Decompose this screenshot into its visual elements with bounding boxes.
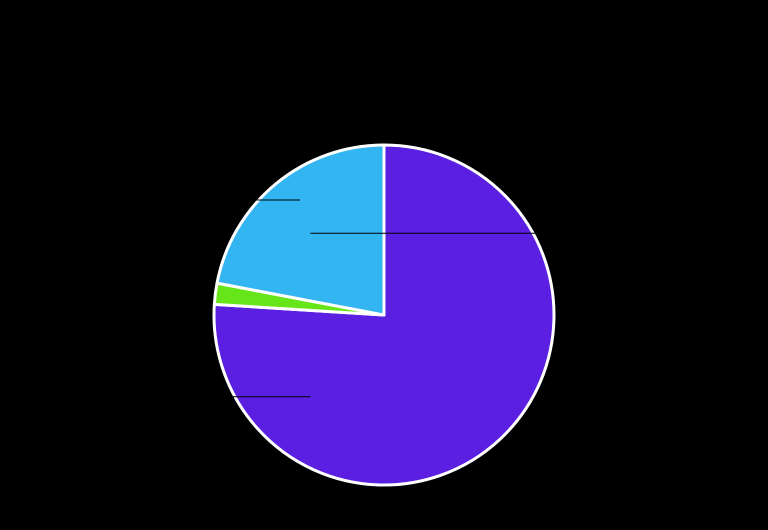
pie-slices <box>214 145 554 485</box>
pie-chart <box>0 0 768 530</box>
